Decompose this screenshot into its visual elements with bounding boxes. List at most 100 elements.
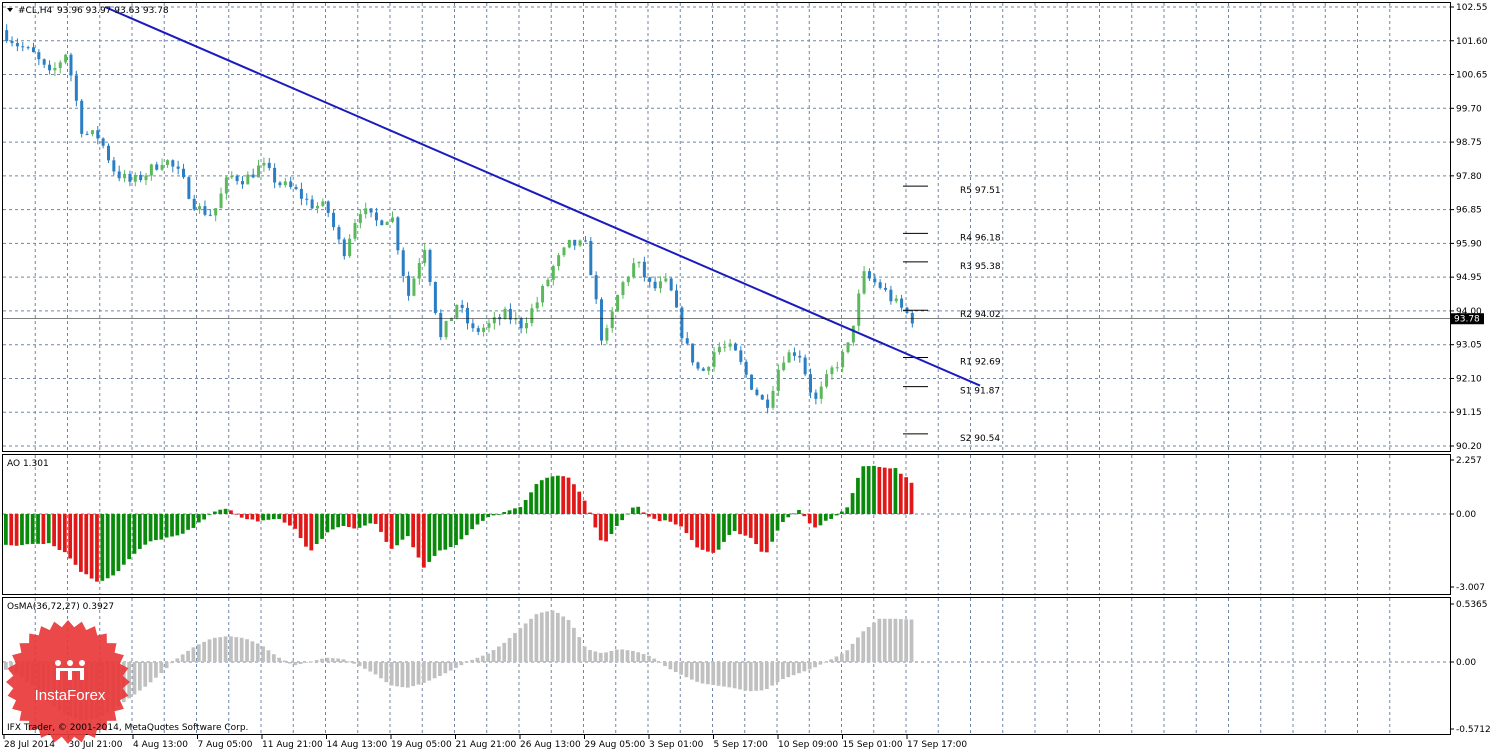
candle-body[interactable] xyxy=(96,130,100,139)
candle-body[interactable] xyxy=(503,308,507,320)
candle-body[interactable] xyxy=(723,346,727,348)
candle-body[interactable] xyxy=(680,307,684,339)
candle-body[interactable] xyxy=(21,46,25,48)
candle-body[interactable] xyxy=(417,263,421,279)
candle-body[interactable] xyxy=(37,52,41,60)
candle-body[interactable] xyxy=(149,164,153,176)
candle-body[interactable] xyxy=(621,282,625,296)
trendline[interactable] xyxy=(104,6,981,387)
candle-body[interactable] xyxy=(658,281,662,289)
candle-body[interactable] xyxy=(573,239,577,246)
candle-body[interactable] xyxy=(878,282,882,288)
candle-body[interactable] xyxy=(809,374,813,393)
candle-body[interactable] xyxy=(900,298,904,308)
candle-body[interactable] xyxy=(412,278,416,296)
candle-body[interactable] xyxy=(546,279,550,286)
candle-body[interactable] xyxy=(423,249,427,264)
candle-body[interactable] xyxy=(535,302,539,309)
candle-body[interactable] xyxy=(455,304,459,318)
candle-body[interactable] xyxy=(433,281,437,313)
candle-body[interactable] xyxy=(498,317,502,320)
candle-body[interactable] xyxy=(133,174,137,182)
candle-body[interactable] xyxy=(744,361,748,375)
candle-body[interactable] xyxy=(632,263,636,278)
candle-body[interactable] xyxy=(294,187,298,189)
candle-body[interactable] xyxy=(675,290,679,308)
candle-body[interactable] xyxy=(267,162,271,168)
candle-body[interactable] xyxy=(273,167,277,183)
candle-body[interactable] xyxy=(235,175,239,182)
candle-body[interactable] xyxy=(176,166,180,169)
candle-body[interactable] xyxy=(262,162,266,166)
candle-body[interactable] xyxy=(214,208,218,216)
candle-body[interactable] xyxy=(171,160,175,167)
candle-body[interactable] xyxy=(219,193,223,209)
candle-body[interactable] xyxy=(85,133,89,135)
candle-body[interactable] xyxy=(733,343,737,351)
candle-body[interactable] xyxy=(203,206,207,215)
candle-body[interactable] xyxy=(750,374,754,390)
candle-body[interactable] xyxy=(803,357,807,375)
candle-body[interactable] xyxy=(257,165,261,178)
candle-body[interactable] xyxy=(482,327,486,332)
candle-body[interactable] xyxy=(583,240,587,242)
candle-body[interactable] xyxy=(760,394,764,400)
candle-body[interactable] xyxy=(894,298,898,302)
candle-body[interactable] xyxy=(653,281,657,289)
candle-body[interactable] xyxy=(841,352,845,368)
candle-body[interactable] xyxy=(15,43,19,47)
candle-body[interactable] xyxy=(567,239,571,248)
candle-body[interactable] xyxy=(610,311,614,329)
candle-body[interactable] xyxy=(707,366,711,371)
candle-body[interactable] xyxy=(771,390,775,408)
candle-body[interactable] xyxy=(524,323,528,329)
candle-body[interactable] xyxy=(814,392,818,399)
candle-body[interactable] xyxy=(530,308,534,324)
candle-body[interactable] xyxy=(819,386,823,399)
candle-body[interactable] xyxy=(369,208,373,213)
candle-body[interactable] xyxy=(64,54,68,63)
candle-body[interactable] xyxy=(642,261,646,278)
candle-body[interactable] xyxy=(669,278,673,291)
candle-body[interactable] xyxy=(578,240,582,246)
candle-body[interactable] xyxy=(74,75,78,101)
candle-body[interactable] xyxy=(160,164,164,170)
candle-body[interactable] xyxy=(48,64,52,71)
candle-body[interactable] xyxy=(123,173,127,179)
candle-body[interactable] xyxy=(305,198,309,200)
candle-body[interactable] xyxy=(755,389,759,395)
candle-body[interactable] xyxy=(342,239,346,257)
candles[interactable] xyxy=(5,24,914,414)
candle-body[interactable] xyxy=(90,130,94,135)
candle-body[interactable] xyxy=(348,238,352,257)
candle-body[interactable] xyxy=(128,173,132,182)
candle-body[interactable] xyxy=(460,304,464,308)
candle-body[interactable] xyxy=(299,188,303,199)
candle-body[interactable] xyxy=(240,181,244,185)
candle-body[interactable] xyxy=(106,145,110,161)
candle-body[interactable] xyxy=(685,338,689,344)
candle-body[interactable] xyxy=(487,323,491,328)
candle-body[interactable] xyxy=(117,171,121,179)
candle-body[interactable] xyxy=(626,277,630,283)
candle-body[interactable] xyxy=(557,255,561,267)
candle-body[interactable] xyxy=(401,250,405,276)
candle-body[interactable] xyxy=(508,308,512,320)
candle-body[interactable] xyxy=(358,214,362,224)
candle-body[interactable] xyxy=(594,275,598,300)
candle-body[interactable] xyxy=(637,261,641,264)
candle-body[interactable] xyxy=(471,323,475,329)
candle-body[interactable] xyxy=(519,318,523,329)
candle-body[interactable] xyxy=(101,138,105,146)
candle-body[interactable] xyxy=(589,241,593,276)
candle-body[interactable] xyxy=(889,289,893,302)
candle-body[interactable] xyxy=(144,175,148,181)
osma-histogram[interactable] xyxy=(4,610,914,721)
candle-body[interactable] xyxy=(326,201,330,213)
candle-body[interactable] xyxy=(187,177,191,199)
candle-body[interactable] xyxy=(80,100,84,134)
candle-body[interactable] xyxy=(691,343,695,363)
candle-body[interactable] xyxy=(155,164,159,170)
candle-body[interactable] xyxy=(246,174,250,185)
